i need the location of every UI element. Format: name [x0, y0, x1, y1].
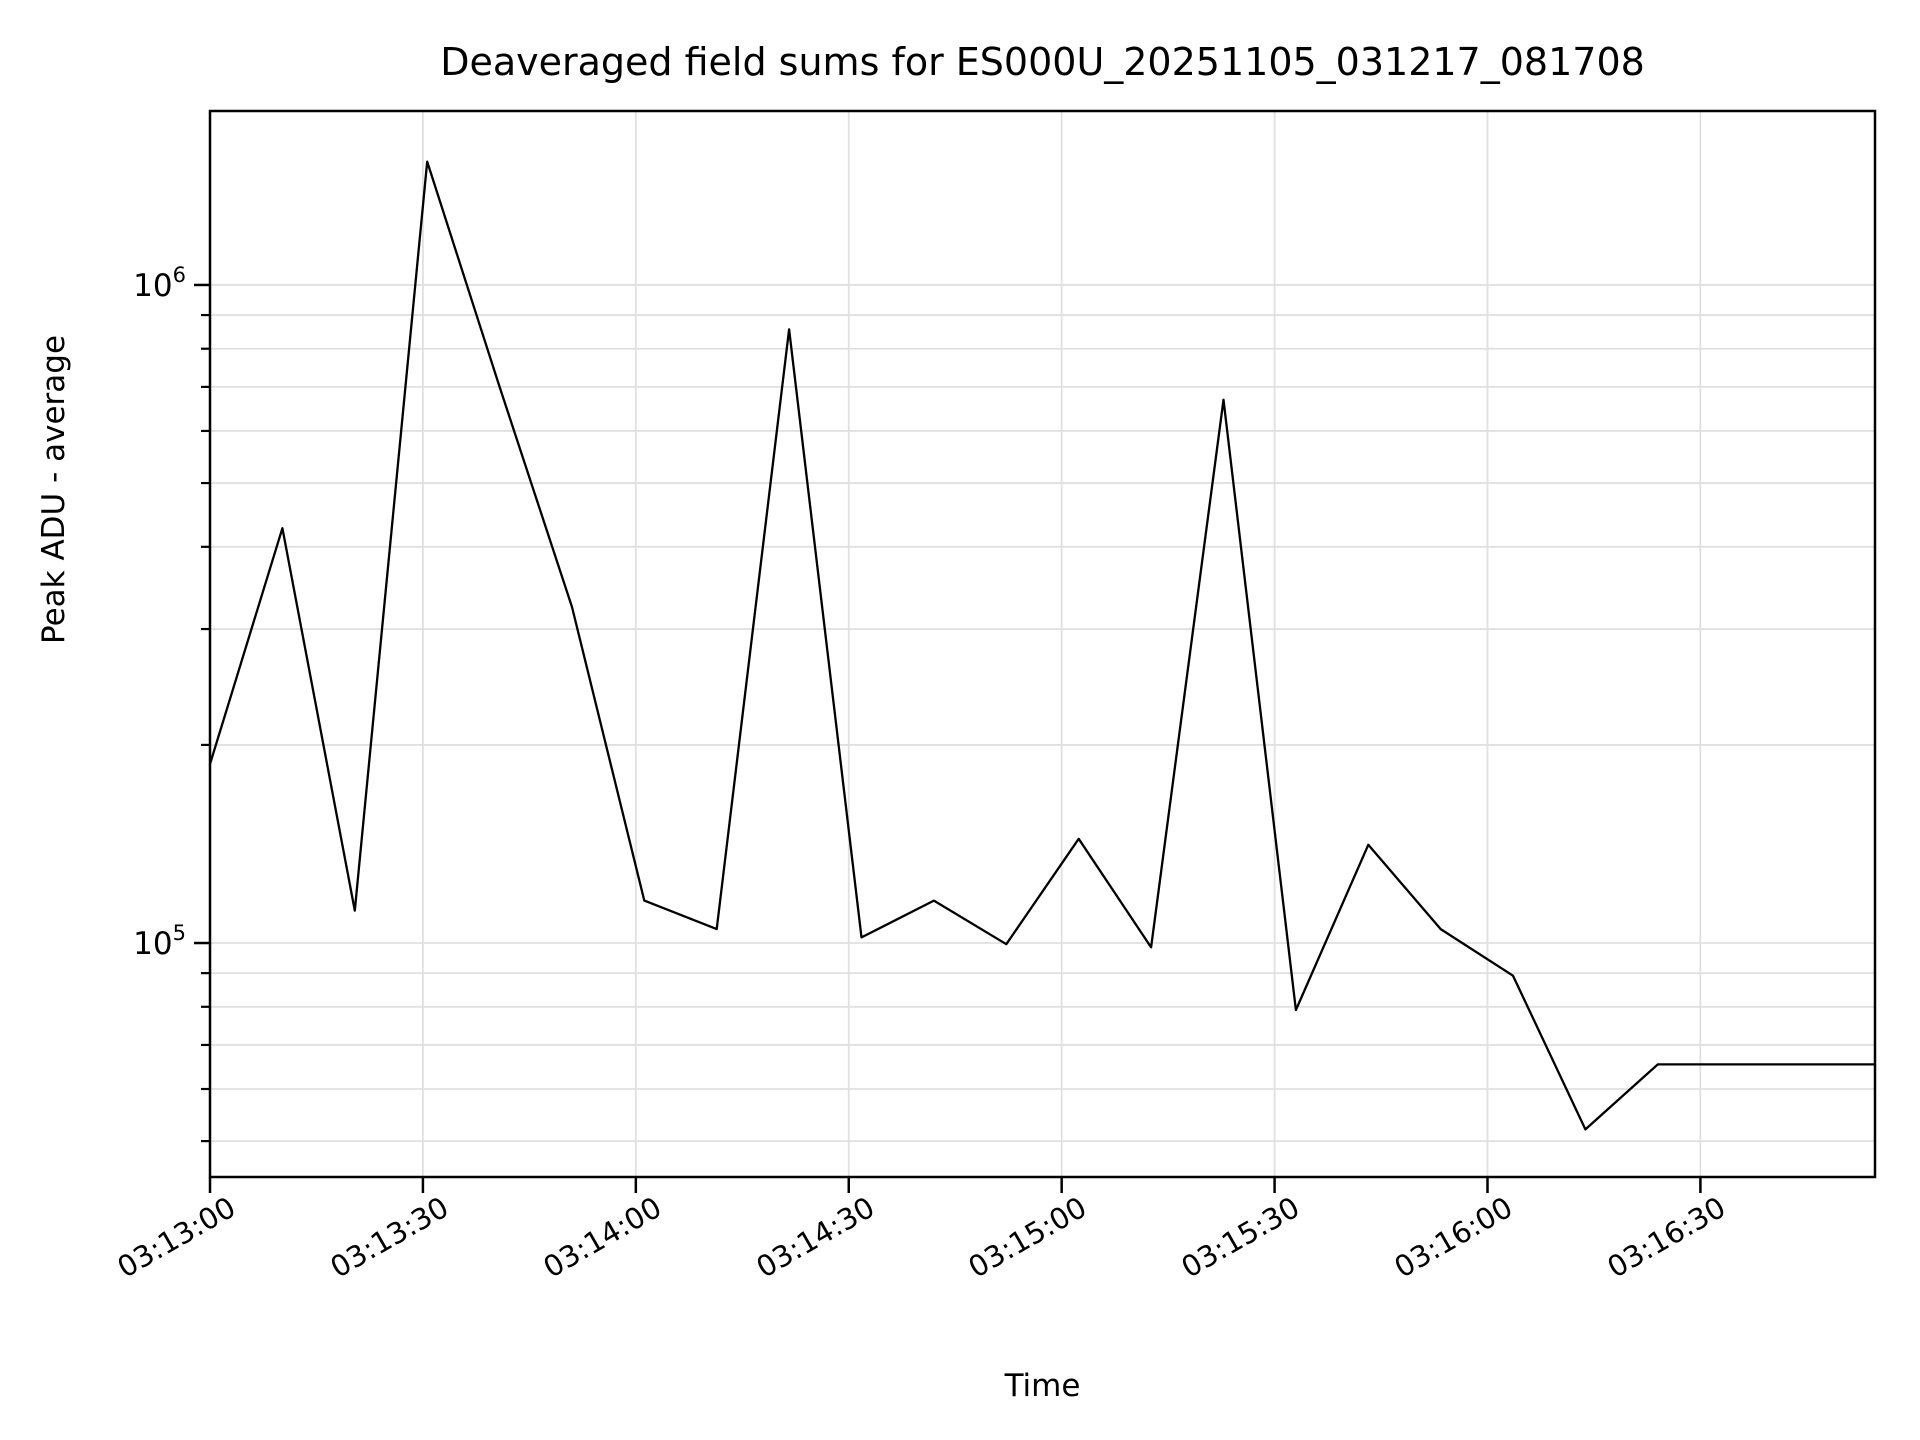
plot-border: [208, 109, 1877, 1179]
x-axis-label: Time: [1004, 1368, 1081, 1404]
y-tick-label: 105: [133, 921, 186, 962]
y-tick-label: 106: [133, 263, 186, 304]
chart-title: Deaveraged field sums for ES000U_2025110…: [440, 40, 1645, 84]
data-line: [208, 160, 1877, 1131]
